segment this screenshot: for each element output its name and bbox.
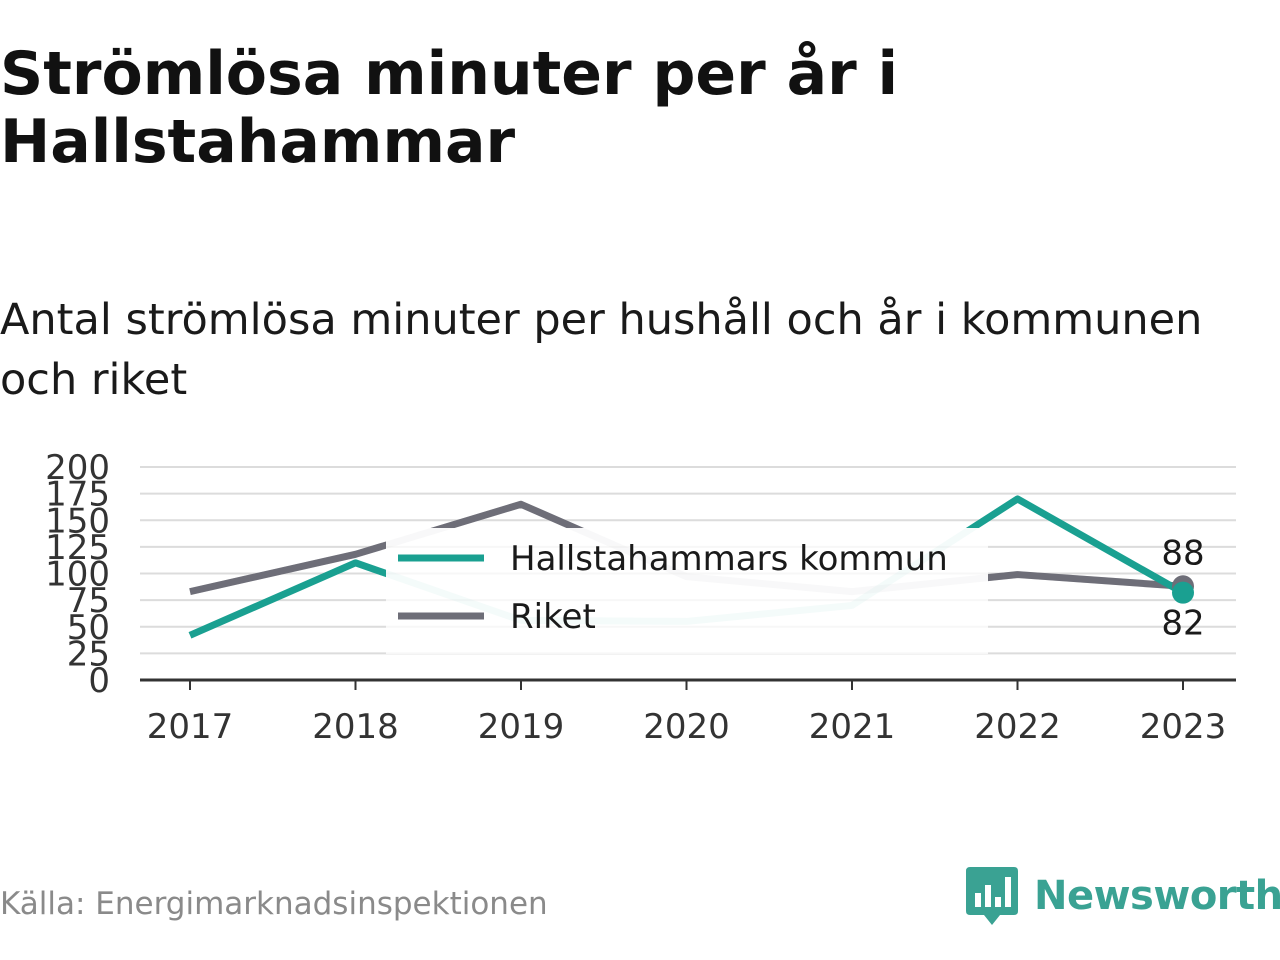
x-tick-label: 2019: [478, 707, 565, 747]
y-tick-label: 200: [45, 448, 110, 488]
end-marker-hallstahammars-kommun: [1172, 581, 1194, 604]
chart-subtitle: Antal strömlösa minuter per hushåll och …: [0, 295, 1203, 405]
y-tick-label: 100: [45, 555, 110, 595]
y-tick-label: 75: [67, 581, 110, 621]
y-tick-label: 25: [67, 634, 110, 674]
legend-background: [386, 528, 988, 654]
x-tick-label: 2022: [974, 707, 1061, 747]
end-label-bottom: 82: [1161, 604, 1204, 644]
y-tick-label: 125: [45, 528, 110, 568]
legend-label: Riket: [510, 597, 596, 637]
x-tick-label: 2018: [312, 707, 399, 747]
x-tick-label: 2020: [643, 707, 730, 747]
newsworthy-logo-icon: [966, 867, 1018, 925]
legend: Hallstahammars kommun Riket: [398, 539, 948, 637]
brand-logo[interactable]: Newsworthy: [966, 866, 1280, 926]
x-tick-label: 2023: [1140, 707, 1227, 747]
y-tick-label: 150: [45, 501, 110, 541]
y-tick-label: 50: [67, 608, 110, 648]
chart-title: Strömlösa minuter per år i Hallstahammar: [0, 39, 899, 177]
legend-label: Hallstahammars kommun: [510, 539, 948, 579]
y-tick-label: 175: [45, 475, 110, 515]
source-note: Källa: Energimarknadsinspektionen: [0, 886, 548, 922]
end-labels: 82 88: [1161, 533, 1204, 643]
y-tick-label: 0: [88, 661, 110, 701]
brand-name: Newsworthy: [1034, 873, 1280, 919]
end-label-top: 88: [1161, 533, 1204, 573]
x-tick-label: 2021: [809, 707, 896, 747]
x-tick-label: 2017: [147, 707, 234, 747]
